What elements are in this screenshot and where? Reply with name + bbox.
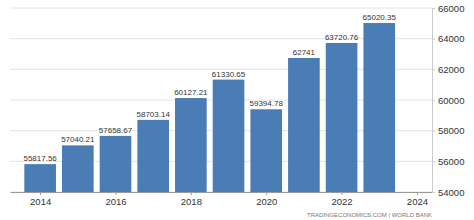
x-tick-label: 2016: [105, 196, 126, 207]
x-tick-mark: [417, 192, 418, 195]
x-tick-mark: [191, 192, 192, 195]
grid: [10, 8, 432, 192]
x-tick-label: 2022: [332, 196, 353, 207]
x-tick-mark: [40, 192, 41, 195]
y-tick-label: 66000: [438, 3, 464, 14]
x-tick-label: 2024: [407, 196, 428, 207]
bar: [326, 43, 358, 192]
x-axis: 2014 2016 2018 2020 2022 2024: [11, 192, 433, 207]
y-tick-label: 58000: [438, 125, 464, 136]
y-tick: 54000: [432, 187, 464, 198]
y-tick-mark: [432, 69, 435, 70]
data-labels: 55817.56 57040.21 57658.6758703.14 60127.21…: [23, 13, 396, 163]
y-tick: 58000: [432, 125, 464, 136]
y-tick-mark: [432, 161, 435, 162]
bar: [100, 136, 132, 192]
data-label: 57040.21: [61, 135, 95, 144]
y-tick: 60000: [432, 95, 464, 106]
data-label: 57658.67: [99, 126, 133, 135]
bar: [137, 120, 169, 192]
x-axis-line: [11, 192, 433, 193]
x-tick: 2024: [407, 192, 428, 207]
y-tick-label: 56000: [438, 156, 464, 167]
x-tick-label: 2018: [181, 196, 202, 207]
x-tick-mark: [116, 192, 117, 195]
data-label: 55817.56: [23, 154, 57, 163]
data-label: 60127.21: [174, 88, 208, 97]
bar: [288, 58, 320, 192]
y-tick-mark: [432, 39, 435, 40]
data-label: 61330.65: [212, 70, 246, 79]
y-tick-label: 54000: [438, 187, 464, 198]
y-tick-label: 64000: [438, 33, 464, 44]
y-tick-mark: [432, 192, 435, 193]
grid-line: [10, 8, 432, 9]
y-tick-mark: [432, 8, 435, 9]
bar: [250, 109, 282, 192]
y-tick-label: 60000: [438, 95, 464, 106]
y-tick: 64000: [432, 33, 464, 44]
bars: [24, 23, 395, 192]
x-tick: 2022: [332, 192, 353, 207]
source: TRADINGECONOMICS.COM | WORLD BANK: [307, 212, 432, 218]
y-tick: 66000: [432, 3, 464, 14]
x-tick: 2014: [30, 192, 51, 207]
data-label: 59394.78: [250, 99, 284, 108]
y-axis: 54000 56000 58000 60000 62000 64000 66000: [432, 3, 464, 198]
data-label: 63720.76: [325, 33, 359, 42]
y-tick-mark: [432, 131, 435, 132]
x-tick-mark: [266, 192, 267, 195]
y-tick: 62000: [432, 64, 464, 75]
bar: [213, 80, 245, 192]
data-label: 65020.35: [363, 13, 397, 22]
x-tick: 2020: [256, 192, 277, 207]
data-label: 58703.14: [136, 110, 170, 119]
bar: [24, 164, 56, 192]
x-tick-label: 2020: [256, 196, 277, 207]
chart: 55817.56 57040.21 57658.6758703.14 60127.21…: [0, 0, 474, 220]
x-tick-mark: [342, 192, 343, 195]
bar: [62, 145, 94, 192]
bar: [363, 23, 395, 192]
data-label: 62741: [293, 48, 316, 57]
bar: [175, 98, 207, 192]
y-tick-label: 62000: [438, 64, 464, 75]
x-tick: 2016: [105, 192, 126, 207]
y-tick: 56000: [432, 156, 464, 167]
y-tick-mark: [432, 100, 435, 101]
x-tick-label: 2014: [30, 196, 51, 207]
x-tick: 2018: [181, 192, 202, 207]
